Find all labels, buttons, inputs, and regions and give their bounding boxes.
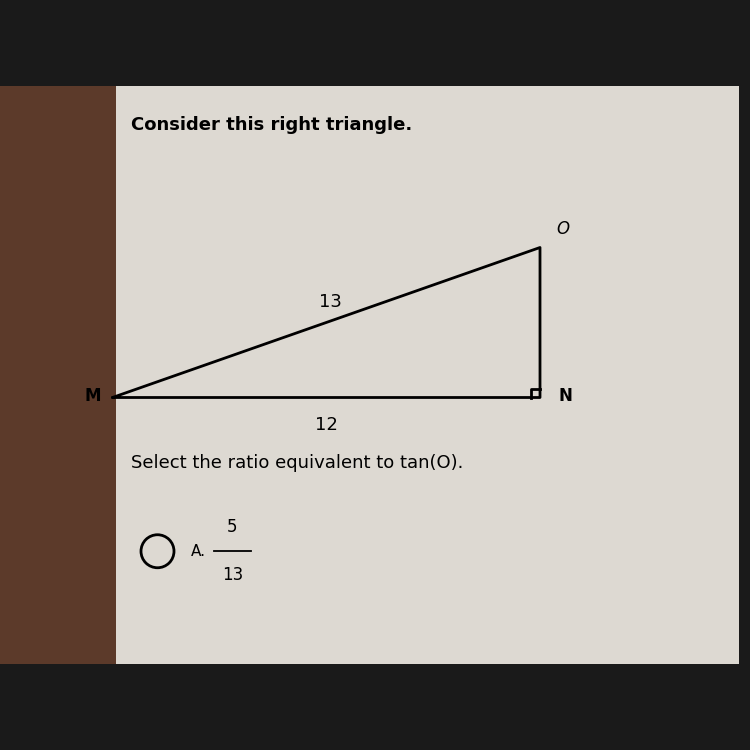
Text: 12: 12: [315, 416, 338, 434]
Text: N: N: [559, 387, 573, 405]
Bar: [0, 86, 116, 664]
Text: 13: 13: [222, 566, 243, 584]
Text: A.: A.: [191, 544, 206, 559]
Text: Consider this right triangle.: Consider this right triangle.: [131, 116, 413, 134]
Bar: [116, 86, 739, 664]
Text: O: O: [556, 220, 570, 238]
Text: Select the ratio equivalent to tan(O).: Select the ratio equivalent to tan(O).: [131, 454, 464, 472]
Text: M: M: [85, 387, 101, 405]
Text: 5: 5: [227, 518, 238, 536]
Text: 13: 13: [319, 293, 341, 311]
